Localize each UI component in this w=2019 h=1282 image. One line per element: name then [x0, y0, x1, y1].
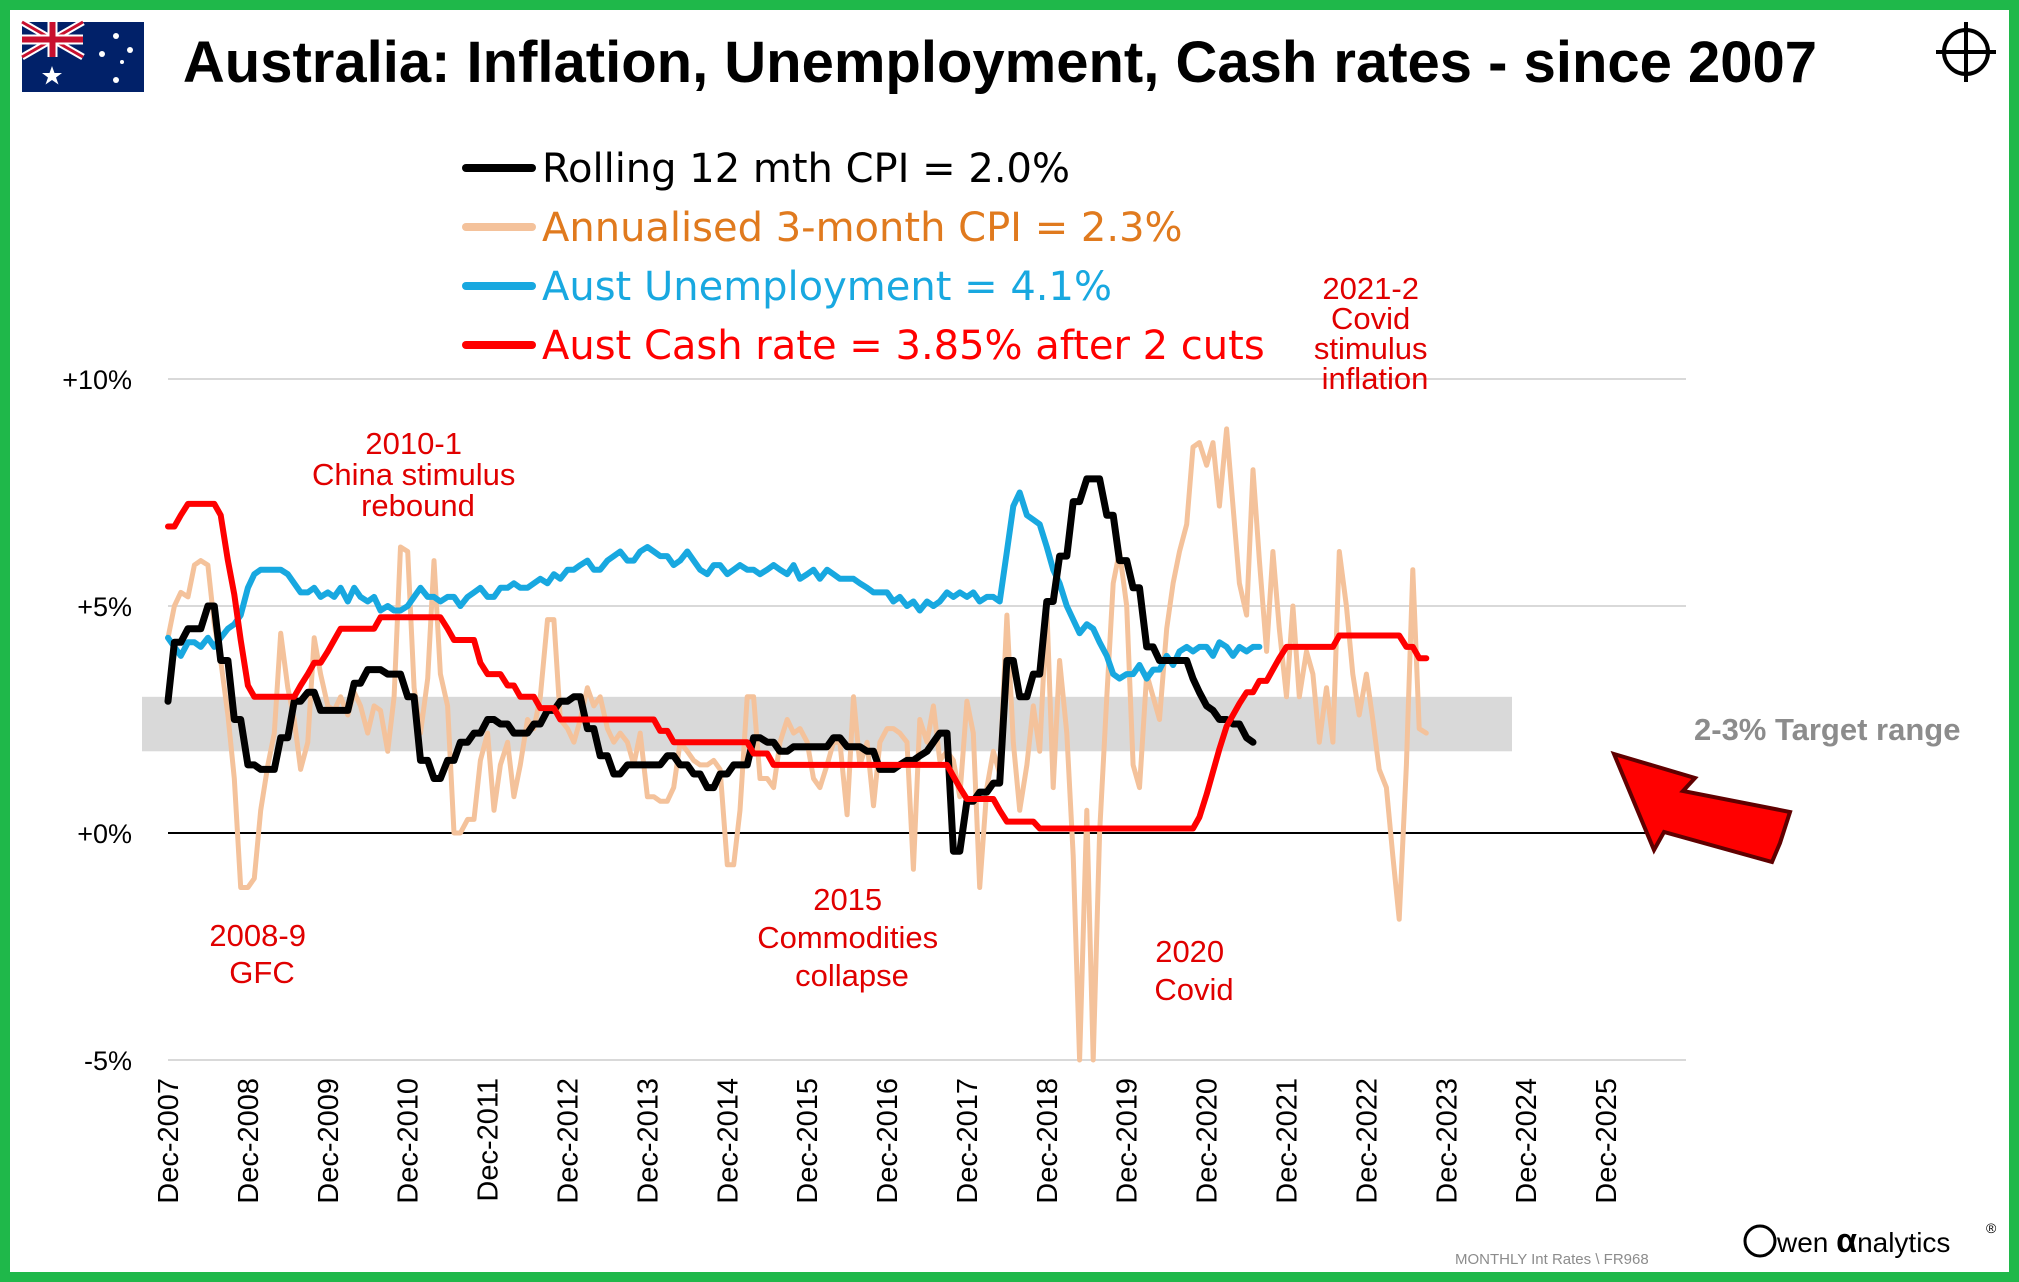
x-tick-label: Dec-2011 — [473, 1078, 505, 1202]
annotation-line: stimulus — [1314, 331, 1428, 366]
annotation-line: rebound — [361, 488, 475, 523]
legend-item-cpi3: Annualised 3-month CPI = 2.3% — [462, 205, 1183, 251]
target-range-label: 2-3% Target range — [1694, 712, 1960, 747]
y-tick-label: -5% — [84, 1046, 132, 1076]
x-tick-label: Dec-2023 — [1431, 1078, 1463, 1204]
footer-code: MONTHLY Int Rates \ FR968 — [1455, 1251, 1649, 1268]
x-tick-label: Dec-2017 — [952, 1078, 984, 1204]
x-tick-label: Dec-2018 — [1032, 1078, 1064, 1204]
registered-mark-icon: ® — [1986, 1220, 1997, 1236]
x-tick-label: Dec-2008 — [233, 1078, 265, 1204]
annotations: 2010-1 China stimulus rebound 2008-9 GFC… — [209, 271, 1436, 1007]
x-tick-label: Dec-2014 — [712, 1078, 744, 1204]
annotation-line: 2015 — [813, 882, 882, 917]
annotation-line: collapse — [795, 958, 909, 993]
x-tick-label: Dec-2020 — [1192, 1078, 1224, 1204]
annotation-covid: 2020 Covid — [1154, 934, 1233, 1007]
series-line-cpi3 — [165, 426, 1429, 1063]
legend-item-unemployment: Aust Unemployment = 4.1% — [462, 264, 1112, 310]
x-tick-label: Dec-2009 — [313, 1078, 345, 1204]
y-tick-label: +0% — [77, 819, 132, 849]
legend-label-cpi12: Rolling 12 mth CPI = 2.0% — [542, 146, 1070, 192]
annotation-line: inflation — [1322, 361, 1429, 396]
annotation-china-stimulus: 2010-1 China stimulus rebound — [312, 426, 524, 523]
crosshair-icon — [1936, 22, 1996, 82]
annotation-commodities-collapse: 2015 Commodities collapse — [757, 882, 947, 993]
x-tick-label: Dec-2007 — [153, 1078, 185, 1204]
x-tick-label: Dec-2016 — [872, 1078, 904, 1204]
annotation-line: Covid — [1154, 972, 1233, 1007]
annotation-line: Commodities — [757, 920, 938, 955]
annotation-covid-stimulus: 2021-2 Covid stimulus inflation — [1314, 271, 1436, 396]
series-line-unemployment — [165, 489, 1263, 682]
legend-item-cash: Aust Cash rate = 3.85% after 2 cuts — [462, 323, 1265, 369]
y-tick-label: +5% — [77, 592, 132, 622]
x-tick-label: Dec-2010 — [393, 1078, 425, 1204]
y-tick-label: +10% — [62, 365, 132, 395]
annotation-line: 2020 — [1155, 934, 1224, 969]
legend-item-cpi12: Rolling 12 mth CPI = 2.0% — [462, 146, 1070, 192]
legend-label-cpi3: Annualised 3-month CPI = 2.3% — [542, 205, 1183, 251]
x-tick-label: Dec-2019 — [1112, 1078, 1144, 1204]
logo-text: wen αnalytics — [1776, 1222, 1950, 1260]
annotation-gfc: 2008-9 GFC — [209, 918, 314, 990]
x-tick-label: Dec-2013 — [632, 1078, 664, 1204]
x-tick-label: Dec-2015 — [792, 1078, 824, 1204]
australia-flag-icon — [20, 18, 144, 92]
x-tick-label: Dec-2012 — [552, 1078, 584, 1204]
legend-label-unemployment: Aust Unemployment = 4.1% — [542, 264, 1112, 310]
annotation-line: GFC — [229, 955, 294, 990]
annotation-line: 2008-9 — [209, 918, 306, 953]
annotation-line: 2010-1 — [365, 426, 462, 461]
x-tick-label: Dec-2022 — [1351, 1078, 1383, 1204]
chart-title: Australia: Inflation, Unemployment, Cash… — [183, 30, 1817, 95]
logo-o-circle — [1743, 1224, 1777, 1258]
legend: Rolling 12 mth CPI = 2.0% Annualised 3-m… — [462, 146, 1265, 369]
x-tick-label: Dec-2024 — [1511, 1078, 1543, 1204]
series-line-cash — [165, 500, 1430, 832]
annotation-line: China stimulus — [312, 457, 515, 492]
owen-analytics-logo: wen αnalytics ® — [1743, 1220, 1997, 1260]
plot-area: +10% +5% +0% -5% Dec-2007 Dec-2008 Dec-2009 Dec… — [62, 365, 1686, 1204]
annotation-line: Covid — [1331, 301, 1410, 336]
red-arrow-icon — [1610, 750, 1793, 865]
series-line-cpi12 — [164, 475, 1257, 855]
annotation-line: 2021-2 — [1322, 271, 1419, 306]
x-tick-label: Dec-2025 — [1591, 1078, 1623, 1204]
x-tick-label: Dec-2021 — [1272, 1078, 1304, 1204]
legend-label-cash: Aust Cash rate = 3.85% after 2 cuts — [542, 323, 1265, 369]
